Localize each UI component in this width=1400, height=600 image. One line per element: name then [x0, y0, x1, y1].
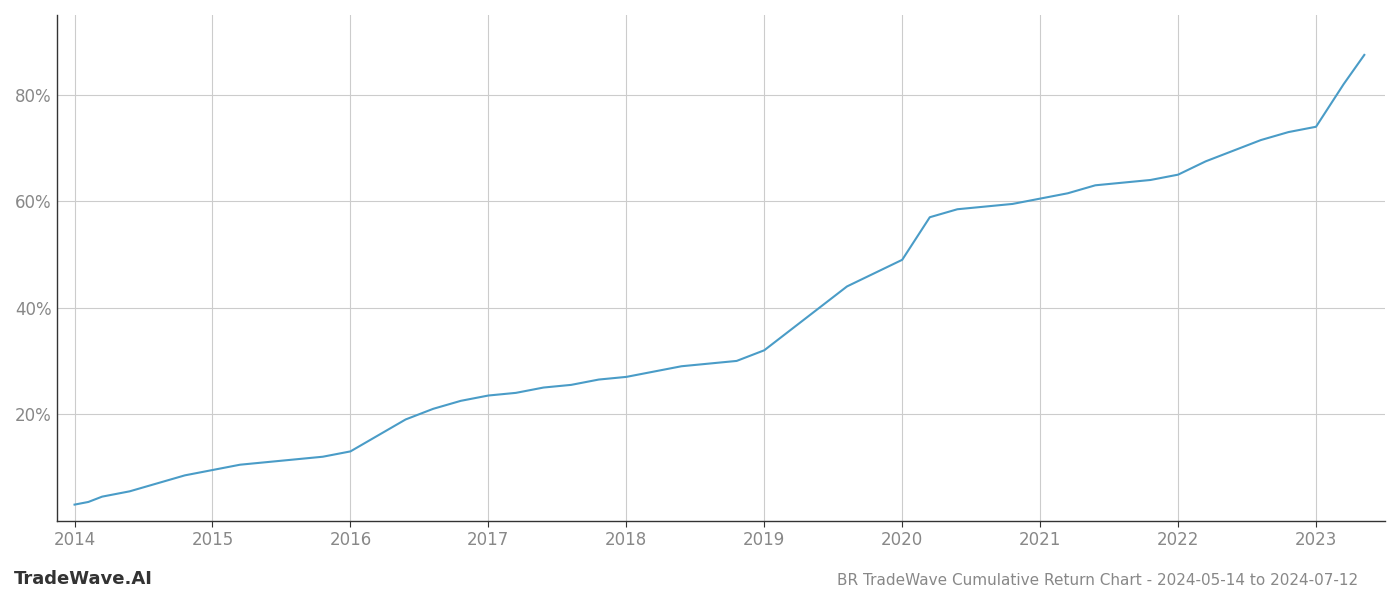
Text: TradeWave.AI: TradeWave.AI	[14, 570, 153, 588]
Text: BR TradeWave Cumulative Return Chart - 2024-05-14 to 2024-07-12: BR TradeWave Cumulative Return Chart - 2…	[837, 573, 1358, 588]
